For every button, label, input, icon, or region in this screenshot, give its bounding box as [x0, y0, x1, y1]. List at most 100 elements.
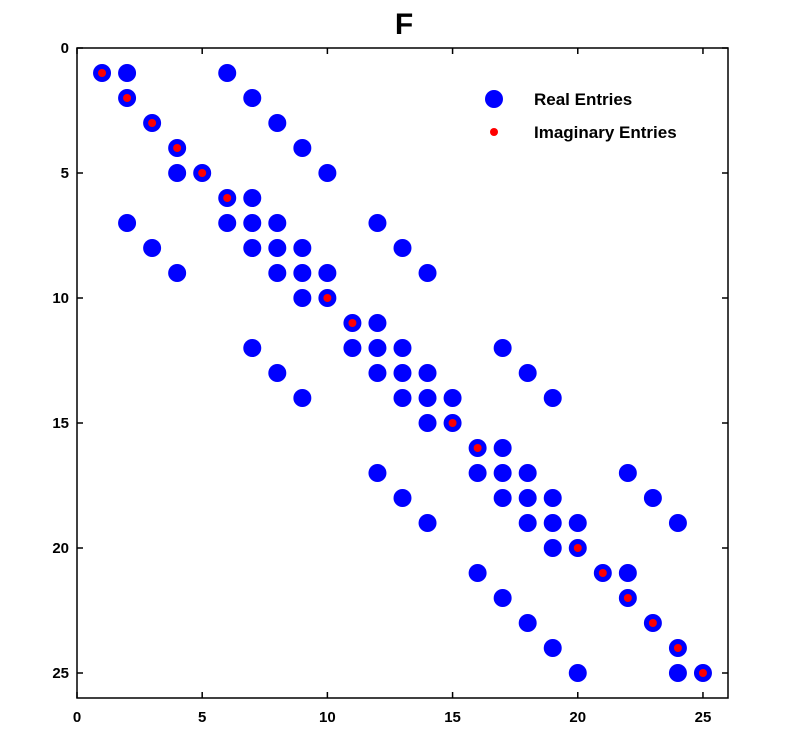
- y-tick-label: 20: [52, 540, 69, 557]
- real-entry-point: [493, 439, 512, 457]
- y-tick-label: 0: [61, 40, 69, 57]
- real-entry-point: [418, 264, 437, 282]
- imaginary-entry-point: [223, 194, 232, 202]
- real-entry-point: [243, 339, 262, 357]
- real-entry-point: [118, 64, 137, 82]
- imaginary-entry-point: [123, 94, 132, 102]
- y-tick-label: 10: [52, 290, 69, 307]
- real-entry-point: [393, 239, 412, 257]
- imaginary-entry-point: [648, 619, 657, 627]
- real-entry-point: [143, 239, 162, 257]
- real-entry-point: [393, 489, 412, 507]
- real-entry-point: [393, 364, 412, 382]
- x-tick-label: 10: [319, 709, 336, 726]
- real-entry-point: [293, 289, 312, 307]
- real-entry-point: [268, 364, 287, 382]
- real-entry-point: [343, 339, 362, 357]
- real-entry-point: [643, 489, 662, 507]
- y-tick-label: 25: [52, 665, 69, 682]
- real-entry-point: [243, 214, 262, 232]
- real-entry-point: [418, 389, 437, 407]
- x-tick-label: 20: [569, 709, 586, 726]
- real-entry-point: [268, 114, 287, 132]
- real-entry-point: [468, 564, 487, 582]
- real-entries-series: [93, 64, 712, 682]
- y-tick-label: 15: [52, 415, 69, 432]
- real-entry-point: [443, 389, 462, 407]
- real-entry-point: [618, 564, 637, 582]
- imaginary-entry-point: [148, 119, 157, 127]
- real-entry-point: [468, 464, 487, 482]
- legend-imaginary-marker: [490, 128, 498, 136]
- real-entry-point: [493, 464, 512, 482]
- imaginary-entry-point: [698, 669, 707, 677]
- real-entry-point: [493, 489, 512, 507]
- real-entry-point: [318, 164, 337, 182]
- real-entry-point: [543, 489, 562, 507]
- imaginary-entries-series: [98, 69, 707, 677]
- real-entry-point: [518, 514, 537, 532]
- imaginary-entry-point: [623, 594, 632, 602]
- imaginary-entry-point: [448, 419, 457, 427]
- x-tick-label: 5: [198, 709, 206, 726]
- real-entry-point: [168, 164, 187, 182]
- axis-ticks: 0 5 10 15 20 25 0 5 10 15 20 25: [52, 40, 728, 726]
- x-tick-label: 25: [695, 709, 712, 726]
- imaginary-entry-point: [573, 544, 582, 552]
- x-tick-label: 15: [444, 709, 461, 726]
- y-tick-label: 5: [61, 165, 69, 182]
- real-entry-point: [293, 264, 312, 282]
- real-entry-point: [668, 664, 687, 682]
- real-entry-point: [393, 389, 412, 407]
- real-entry-point: [543, 639, 562, 657]
- real-entry-point: [293, 389, 312, 407]
- plot-frame: [76, 47, 729, 699]
- imaginary-entry-point: [348, 319, 357, 327]
- real-entry-point: [368, 339, 387, 357]
- real-entry-point: [418, 364, 437, 382]
- real-entry-point: [418, 414, 437, 432]
- legend: Real Entries Imaginary Entries: [485, 90, 677, 142]
- imaginary-entry-point: [598, 569, 607, 577]
- real-entry-point: [393, 339, 412, 357]
- real-entry-point: [518, 464, 537, 482]
- real-entry-point: [293, 139, 312, 157]
- real-entry-point: [293, 239, 312, 257]
- real-entry-point: [518, 489, 537, 507]
- imaginary-entry-point: [473, 444, 482, 452]
- real-entry-point: [268, 214, 287, 232]
- real-entry-point: [543, 539, 562, 557]
- real-entry-point: [168, 264, 187, 282]
- real-entry-point: [518, 364, 537, 382]
- legend-imaginary-label: Imaginary Entries: [534, 123, 677, 142]
- real-entry-point: [318, 264, 337, 282]
- imaginary-entry-point: [198, 169, 207, 177]
- x-tick-label: 0: [73, 709, 81, 726]
- real-entry-point: [668, 514, 687, 532]
- real-entry-point: [268, 264, 287, 282]
- real-entry-point: [368, 214, 387, 232]
- real-entry-point: [218, 64, 237, 82]
- imaginary-entry-point: [173, 144, 182, 152]
- imaginary-entry-point: [98, 69, 107, 77]
- imaginary-entry-point: [673, 644, 682, 652]
- real-entry-point: [518, 614, 537, 632]
- real-entry-point: [368, 464, 387, 482]
- real-entry-point: [618, 464, 637, 482]
- real-entry-point: [543, 514, 562, 532]
- imaginary-entry-point: [323, 294, 332, 302]
- legend-real-label: Real Entries: [534, 90, 632, 109]
- real-entry-point: [493, 589, 512, 607]
- real-entry-point: [418, 514, 437, 532]
- real-entry-point: [493, 339, 512, 357]
- real-entry-point: [268, 239, 287, 257]
- real-entry-point: [218, 214, 237, 232]
- real-entry-point: [368, 314, 387, 332]
- legend-real-marker: [485, 90, 503, 108]
- real-entry-point: [543, 389, 562, 407]
- real-entry-point: [243, 89, 262, 107]
- real-entry-point: [368, 364, 387, 382]
- real-entry-point: [568, 514, 587, 532]
- real-entry-point: [568, 664, 587, 682]
